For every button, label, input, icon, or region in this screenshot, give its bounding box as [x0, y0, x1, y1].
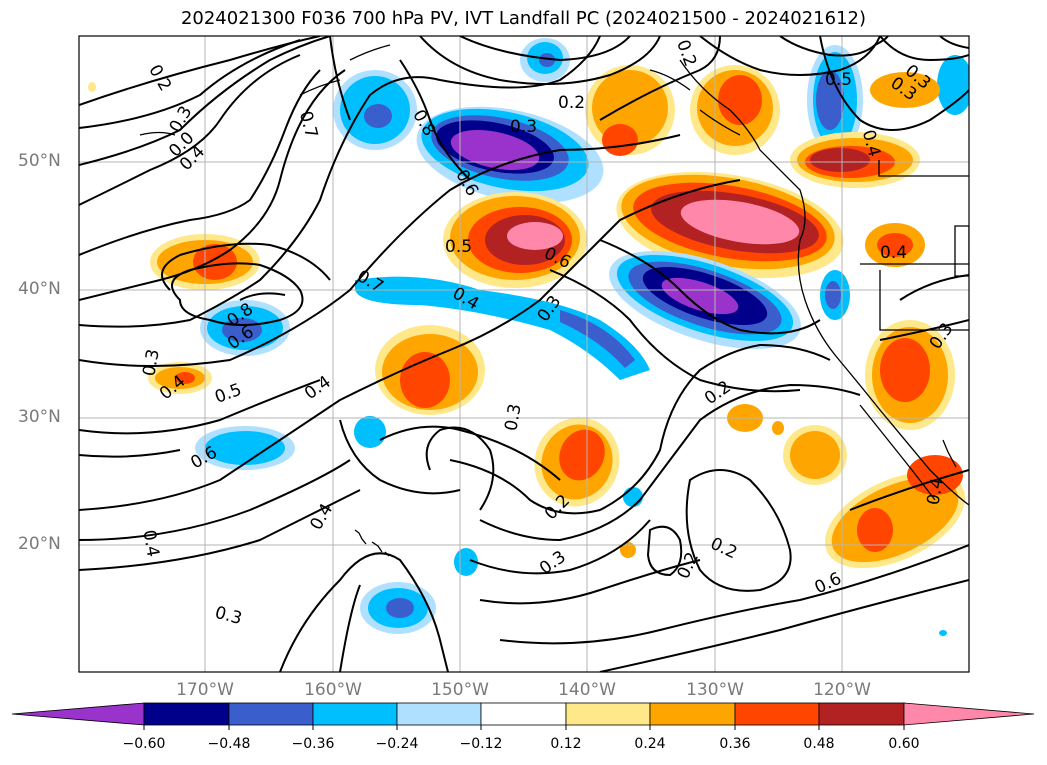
- map-frame: [78, 35, 970, 673]
- contour-label: 0.4: [923, 476, 947, 506]
- filled-contours: [88, 38, 969, 636]
- coastlines: [139, 44, 969, 557]
- colorbar-bin: [480, 702, 567, 726]
- lon-label: 150°W: [431, 680, 489, 700]
- lat-label: 50°N: [18, 151, 61, 171]
- colorbar-tick-label: −0.60: [122, 736, 166, 752]
- colorbar-tick-label: 0.60: [888, 736, 920, 752]
- contour-label: 0.4: [880, 243, 907, 263]
- colorbar-extend-max: [903, 702, 1035, 726]
- colorbar-bin: [818, 702, 905, 726]
- colorbar-tick-label: −0.48: [207, 736, 251, 752]
- colorbar-tick-label: 0.12: [550, 736, 582, 752]
- colorbar-bin: [734, 702, 820, 726]
- colorbar-bin: [396, 702, 482, 726]
- contour-label: 0.3: [139, 348, 163, 378]
- lon-label: 120°W: [813, 680, 871, 700]
- colorbar-bin: [565, 702, 651, 726]
- colorbar-bin: [228, 702, 314, 726]
- pv-contours: [79, 36, 969, 672]
- contour-label: 0.5: [445, 237, 472, 257]
- contour-label: 0.5: [825, 70, 852, 90]
- colorbar-tick-label: −0.36: [291, 736, 335, 752]
- colorbar-tick-label: 0.48: [803, 736, 835, 752]
- colorbar-tick-label: 0.36: [719, 736, 751, 752]
- contour-label: 0.4: [138, 528, 162, 558]
- lon-label: 140°W: [558, 680, 616, 700]
- contour-label: 0.3: [510, 117, 537, 137]
- map-title: 2024021300 F036 700 hPa PV, IVT Landfall…: [180, 8, 867, 29]
- contour-label: 0.2: [558, 93, 585, 113]
- graticule: [79, 36, 969, 672]
- lon-label: 130°W: [686, 680, 744, 700]
- lon-label: 160°W: [304, 680, 362, 700]
- colorbar-bin: [143, 702, 230, 726]
- lon-label: 170°W: [176, 680, 234, 700]
- contour-label: 0.3: [501, 402, 525, 432]
- colorbar-tick-label: −0.12: [459, 736, 503, 752]
- map-plot-area: 0.2 0.3 0.4 0.7 0.8 0.3 0.2 0.5 0.6 0.3 …: [79, 36, 969, 672]
- lat-label: 20°N: [18, 534, 61, 554]
- lat-label: 30°N: [18, 407, 61, 427]
- colorbar-bin: [312, 702, 398, 726]
- colorbar-tick-label: 0.24: [634, 736, 666, 752]
- colorbar-bin: [649, 702, 736, 726]
- colorbar: [11, 702, 1035, 730]
- colorbar-extend-min: [11, 702, 145, 726]
- colorbar-tick-label: −0.24: [375, 736, 419, 752]
- lat-label: 40°N: [18, 279, 61, 299]
